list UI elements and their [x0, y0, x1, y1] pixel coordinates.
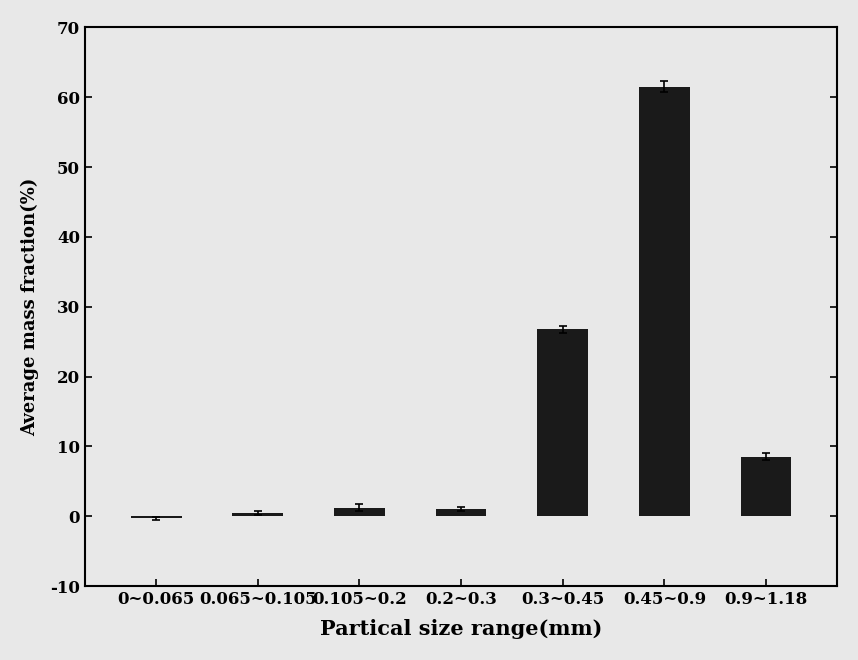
Bar — [130, 516, 182, 519]
X-axis label: Partical size range(mm): Partical size range(mm) — [320, 619, 602, 639]
Bar — [740, 457, 791, 516]
Bar — [639, 86, 690, 516]
Bar — [436, 509, 486, 516]
Bar — [233, 513, 283, 516]
Bar — [334, 508, 384, 516]
Y-axis label: Average mass fraction(%): Average mass fraction(%) — [21, 178, 39, 436]
Bar — [537, 329, 588, 516]
